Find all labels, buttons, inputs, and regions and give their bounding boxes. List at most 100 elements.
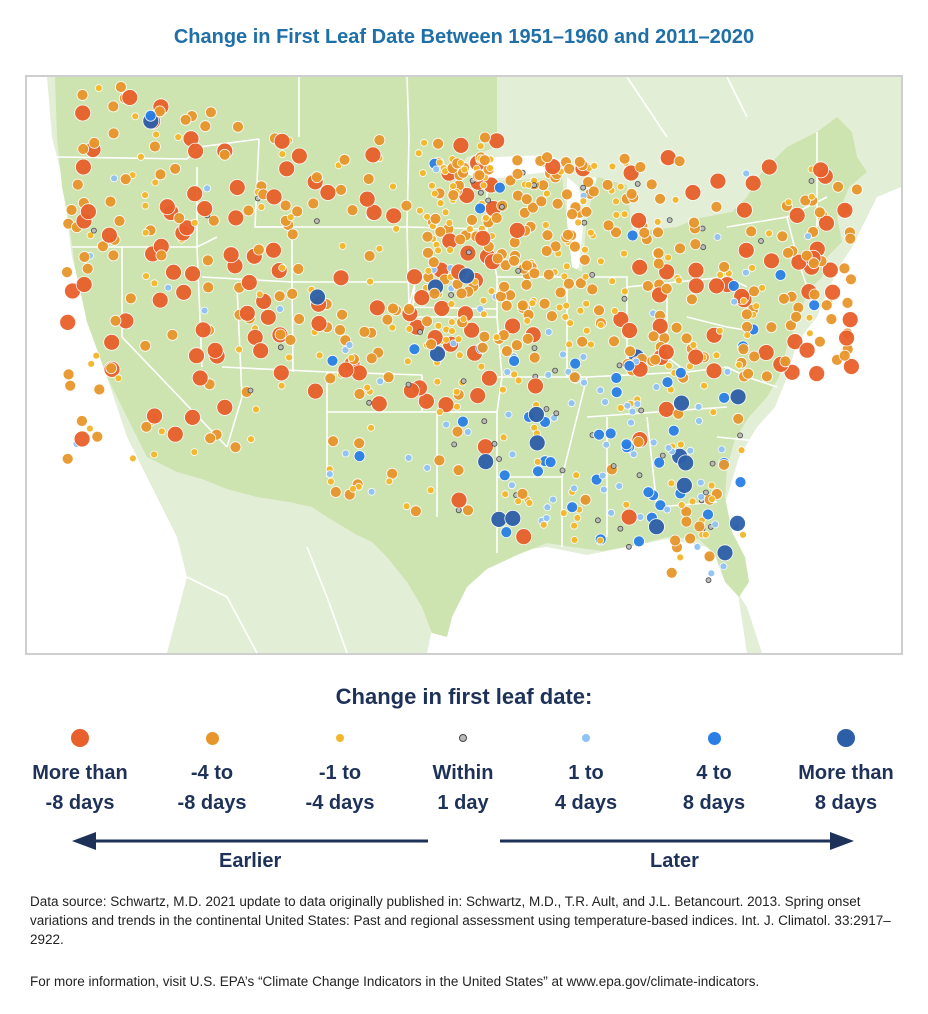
station-dot (705, 362, 723, 380)
station-dot (291, 205, 304, 218)
station-dot (107, 249, 120, 262)
station-dot (596, 386, 605, 395)
station-dot (528, 299, 537, 308)
station-dot (576, 335, 589, 348)
station-dot (732, 412, 745, 425)
station-dot (686, 293, 698, 306)
station-dot (701, 530, 710, 539)
station-dot (520, 259, 533, 272)
station-dot (739, 530, 747, 539)
station-dot (821, 261, 839, 279)
station-dot (574, 277, 587, 290)
station-dot (677, 501, 686, 509)
station-dot (599, 485, 608, 494)
station-dot (121, 89, 139, 106)
station-dot (542, 268, 555, 281)
station-dot (367, 423, 376, 432)
station-dot (157, 427, 166, 436)
station-dot (565, 340, 574, 349)
station-dot (335, 184, 347, 196)
station-dot (62, 368, 75, 381)
station-dot (596, 536, 605, 545)
station-dot (435, 158, 444, 167)
station-dot (727, 280, 740, 292)
station-dot (184, 408, 201, 426)
station-dot (559, 467, 566, 474)
legend-dot-medium-blue (706, 731, 722, 746)
station-dot (652, 383, 661, 391)
station-dot (363, 250, 376, 262)
station-dot (284, 334, 297, 346)
station-dot (402, 502, 411, 511)
station-dot (451, 441, 458, 448)
station-dot (651, 317, 669, 335)
station-dot (500, 526, 513, 539)
station-dot (347, 354, 356, 362)
station-dot (73, 430, 91, 448)
station-dot (218, 148, 231, 161)
us-map (27, 77, 901, 653)
station-dot (676, 553, 685, 562)
station-dot (445, 219, 454, 227)
station-dot (633, 400, 642, 409)
station-dot (107, 127, 120, 140)
station-dot (451, 425, 464, 438)
station-dot (201, 254, 214, 267)
station-dot (326, 477, 335, 486)
station-dot (553, 410, 560, 417)
station-dot (748, 350, 761, 363)
station-dot (479, 310, 488, 319)
station-dot (216, 398, 234, 416)
station-dot (310, 315, 328, 332)
station-dot (742, 268, 750, 277)
station-dot (466, 214, 478, 226)
station-dot (191, 369, 209, 387)
station-dot (447, 189, 460, 201)
station-dot (524, 180, 533, 189)
station-dot (702, 508, 714, 521)
station-dot (695, 417, 703, 425)
station-dot (479, 296, 488, 305)
station-dot (703, 550, 716, 563)
station-dot (593, 428, 605, 441)
station-dot (276, 305, 284, 313)
station-dot (652, 226, 664, 239)
station-dot (324, 372, 337, 385)
station-dot (566, 501, 579, 514)
station-dot (737, 446, 746, 455)
station-dot (427, 256, 440, 269)
station-dot (459, 315, 468, 323)
station-dot (520, 193, 533, 206)
station-dot (86, 231, 95, 240)
station-dot (818, 214, 835, 232)
station-dot (238, 304, 256, 322)
station-dot (543, 503, 552, 512)
station-dot (838, 262, 851, 275)
station-dot (403, 357, 412, 366)
station-dot (745, 225, 758, 238)
station-dot (113, 215, 126, 227)
station-dot (228, 179, 246, 196)
station-dot (814, 335, 826, 348)
station-dot (677, 454, 695, 472)
earlier-label: Earlier (219, 850, 282, 872)
station-dot (841, 311, 859, 329)
station-dot (541, 229, 554, 242)
station-dot (666, 217, 673, 224)
station-dot (319, 184, 337, 201)
station-dot (454, 335, 463, 344)
station-dot (596, 320, 605, 329)
station-dot (579, 197, 588, 206)
station-dot (433, 454, 446, 467)
station-dot (735, 360, 743, 369)
station-dot (389, 182, 397, 191)
station-dot (566, 208, 578, 221)
station-dot (621, 322, 638, 339)
station-dot (719, 562, 728, 571)
station-dot (845, 273, 857, 286)
station-dot (487, 287, 496, 296)
station-dot (616, 182, 625, 191)
station-dot (528, 434, 546, 452)
station-dot (622, 500, 631, 509)
station-dot (615, 482, 624, 491)
